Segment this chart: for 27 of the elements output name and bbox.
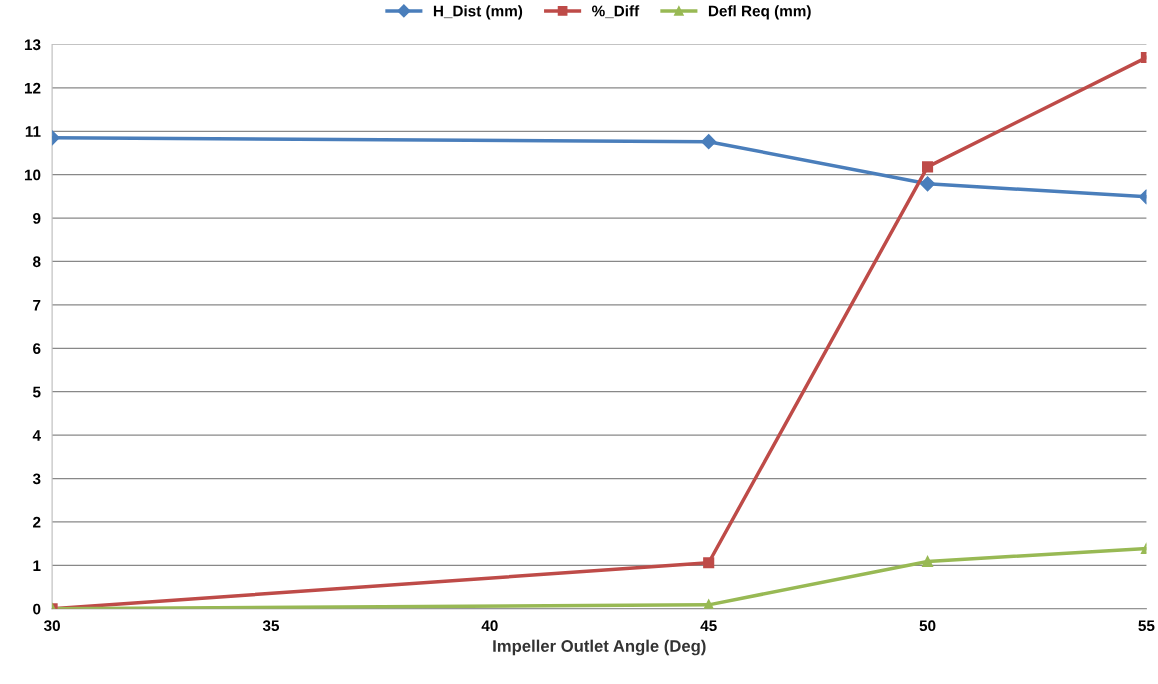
x-axis-title: Impeller Outlet Angle (Deg): [493, 639, 706, 656]
y-tick-label: 13: [24, 39, 41, 51]
x-tick-label: 55: [1138, 620, 1155, 632]
legend-label: %_Diff: [592, 5, 640, 19]
y-tick-label: 4: [32, 430, 41, 441]
x-tick-label: 50: [919, 620, 936, 632]
y-tick-label: 11: [25, 126, 41, 137]
y-tick-label: 12: [24, 82, 41, 94]
y-tick-label: 6: [33, 343, 41, 354]
y-tick-label: 9: [33, 212, 41, 224]
x-tick-label: 35: [262, 620, 280, 632]
point: [922, 555, 934, 568]
y-tick-label: 0: [33, 603, 41, 615]
legend-label: H_Dist (mm): [433, 5, 523, 20]
y-tick-label: 8: [32, 256, 41, 268]
y-tick-label: 7: [33, 299, 41, 311]
y-tick-label: 1: [33, 560, 41, 571]
y-tick-label: 3: [32, 473, 41, 485]
x-tick-label: 40: [481, 620, 498, 632]
x-tick-label: 30: [43, 620, 60, 632]
legend-label: Defl Req (mm): [708, 5, 811, 20]
y-tick-label: 5: [32, 386, 41, 398]
y-tick-label: 2: [33, 516, 41, 528]
y-tick-label: 10: [24, 169, 41, 181]
point: [703, 557, 715, 569]
point: [922, 161, 934, 173]
x-tick-label: 45: [700, 620, 717, 632]
